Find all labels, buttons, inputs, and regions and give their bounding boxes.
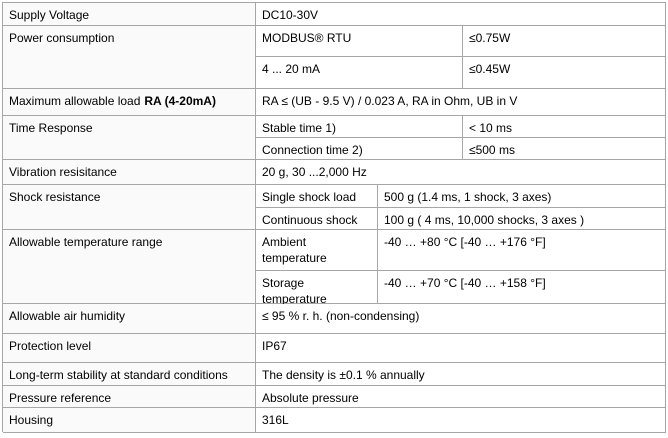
text: 316L — [262, 413, 289, 427]
value-cell: RA ≤ (UB - 9.5 V) / 0.023 A, RA in Ohm, … — [256, 89, 666, 116]
row-label: Shock resistance — [3, 185, 256, 230]
text: 100 g ( 4 ms, 10,000 shocks, 3 axes ) — [384, 213, 585, 227]
text: Continuous shock — [262, 213, 358, 227]
spec-table: Supply Voltage DC10-30V Power consumption M… — [2, 2, 666, 433]
row-label: Power consumption — [3, 26, 256, 89]
value-cell: 500 g (1.4 ms, 1 shock, 3 axes) — [378, 185, 666, 208]
row-label: Allowable temperature range — [3, 230, 256, 304]
row-label: Allowable air humidity — [3, 304, 256, 334]
value-cell: -40 … +70 °C [-40 … +158 °F] — [378, 271, 666, 304]
text: 4 ... 20 mA — [262, 62, 321, 76]
text: Ambient temperature — [262, 235, 327, 265]
text: MODBUS® RTU — [262, 31, 352, 45]
text: ≤500 ms — [469, 143, 515, 157]
text: Protection level — [9, 339, 92, 353]
value-cell: 316L — [256, 408, 666, 433]
text: Maximum allowable load — [9, 94, 141, 108]
value-cell: 20 g, 30 ...2,000 Hz — [256, 160, 666, 185]
row-label: Maximum allowable load RA (4-20mA) — [3, 89, 256, 116]
row-label: Protection level — [3, 334, 256, 363]
row-label: Pressure reference — [3, 386, 256, 408]
text: ≤ 95 % r. h. (non-condensing) — [262, 309, 420, 323]
sub-label-cell: Stable time 1) — [256, 116, 463, 138]
text: The density is ±0.1 % annually — [262, 368, 425, 382]
text: Shock resistance — [9, 190, 101, 204]
value-cell: ≤ 95 % r. h. (non-condensing) — [256, 304, 666, 334]
sub-label-cell: Storage temperature — [256, 271, 378, 306]
text: Vibration resisitance — [9, 165, 117, 179]
text: Storage temperature — [262, 276, 327, 306]
value-cell: ≤0.45W — [463, 57, 666, 89]
value-cell: Absolute pressure — [256, 386, 666, 408]
text: ≤0.45W — [469, 62, 511, 76]
value-cell: 100 g ( 4 ms, 10,000 shocks, 3 axes ) — [378, 208, 666, 230]
text: Absolute pressure — [262, 391, 359, 405]
row-label: Supply Voltage — [3, 3, 256, 26]
text: Stable time 1) — [262, 121, 337, 135]
row-label: Long-term stability at standard conditio… — [3, 363, 256, 386]
text: Power consumption — [9, 31, 115, 45]
text: -40 … +80 °C [-40 … +176 °F] — [384, 235, 546, 249]
value-cell: The density is ±0.1 % annually — [256, 363, 666, 386]
text: 20 g, 30 ...2,000 Hz — [262, 165, 367, 179]
sub-label-cell: Ambient temperature — [256, 230, 378, 271]
sub-label-cell: Single shock load — [256, 185, 378, 208]
label-bold: RA (4-20mA) — [144, 94, 216, 108]
sub-label-cell: Continuous shock — [256, 208, 378, 230]
text: Connection time 2) — [262, 143, 363, 157]
text: ≤0.75W — [469, 31, 511, 45]
text: DC10-30V — [262, 8, 319, 22]
value-cell: -40 … +80 °C [-40 … +176 °F] — [378, 230, 666, 271]
value-cell: DC10-30V — [256, 3, 666, 26]
row-label: Housing — [3, 408, 256, 433]
text: < 10 ms — [469, 121, 513, 135]
text: Time Response — [9, 121, 93, 135]
row-label: Time Response — [3, 116, 256, 160]
text: RA ≤ (UB - 9.5 V) / 0.023 A, RA in Ohm, … — [262, 94, 518, 108]
value-cell: ≤500 ms — [463, 138, 666, 160]
value-cell: ≤0.75W — [463, 26, 666, 57]
text: Housing — [9, 413, 54, 427]
text: Pressure reference — [9, 391, 112, 405]
sub-label-cell: MODBUS® RTU — [256, 26, 463, 57]
value-cell: < 10 ms — [463, 116, 666, 138]
text: Single shock load — [262, 190, 357, 204]
sub-label-cell: 4 ... 20 mA — [256, 57, 463, 89]
text: Long-term stability at standard conditio… — [9, 368, 228, 382]
text: IP67 — [262, 339, 287, 353]
text: Allowable temperature range — [9, 235, 163, 249]
text: 500 g (1.4 ms, 1 shock, 3 axes) — [384, 190, 552, 204]
value-cell: IP67 — [256, 334, 666, 363]
text: Supply Voltage — [9, 8, 90, 22]
row-label: Vibration resisitance — [3, 160, 256, 185]
text: Allowable air humidity — [9, 309, 126, 323]
text: -40 … +70 °C [-40 … +158 °F] — [384, 276, 546, 290]
sub-label-cell: Connection time 2) — [256, 138, 463, 160]
